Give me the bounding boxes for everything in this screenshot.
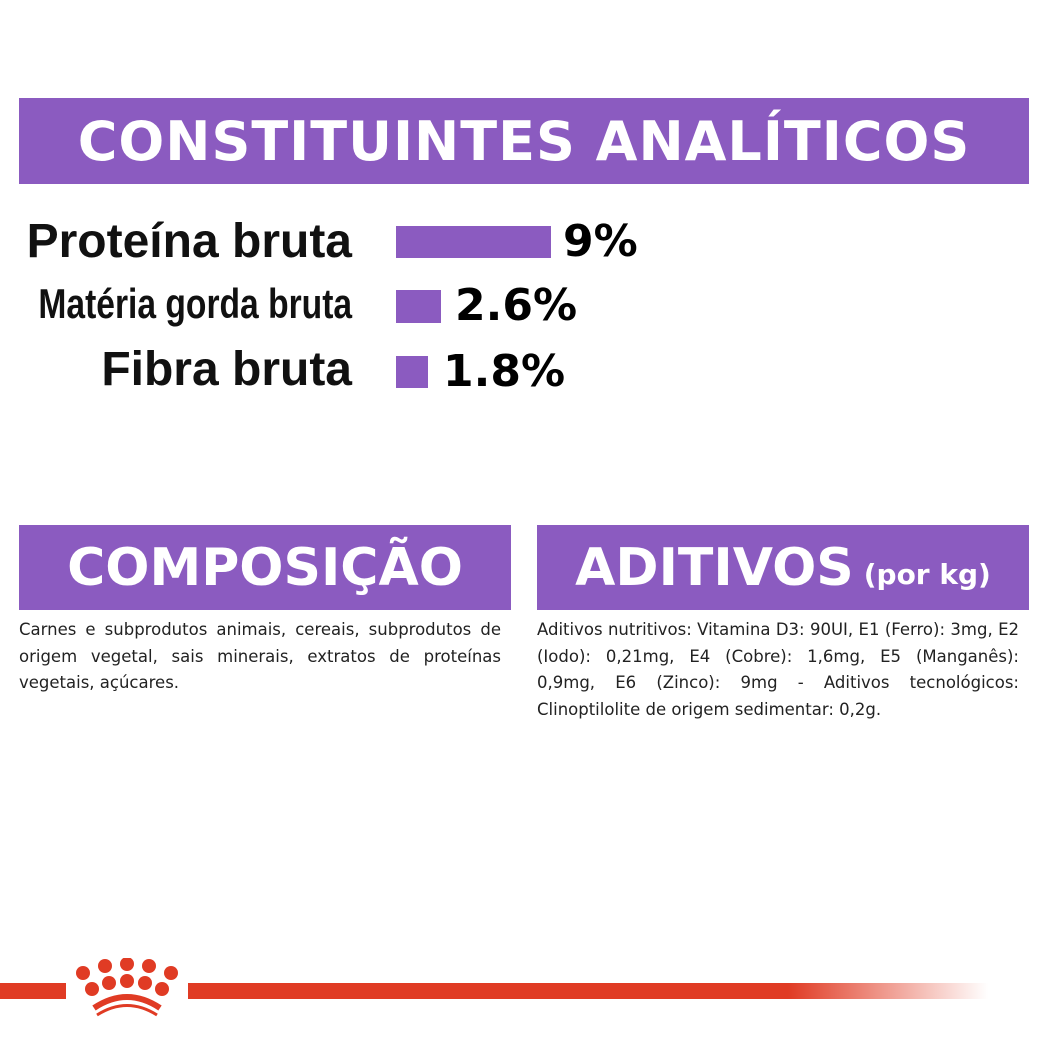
additives-text: Aditivos nutritivos: Vitamina D3: 90UI, …: [537, 620, 1019, 719]
value-protein: 9%: [563, 216, 638, 267]
value-fat: 2.6%: [455, 280, 578, 331]
composition-text: Carnes e subprodutos animais, cereais, s…: [19, 620, 501, 692]
additives-title: ADITIVOS: [575, 537, 854, 598]
royal-canin-crown-icon: [76, 958, 178, 1017]
row-label-fat: Matéria gorda bruta: [38, 280, 352, 327]
brand-stripe-left: [0, 983, 66, 999]
brand-stripe-right: [188, 983, 988, 999]
additives-header: ADITIVOS (por kg): [537, 525, 1029, 610]
additives-unit: (por kg): [863, 558, 991, 591]
composition-title: COMPOSIÇÃO: [19, 525, 511, 610]
analytics-title: CONSTITUINTES ANALÍTICOS: [19, 98, 1029, 184]
row-label-fiber: Fibra bruta: [101, 343, 352, 396]
bar-protein: [396, 226, 551, 258]
value-fiber: 1.8%: [443, 346, 566, 397]
bar-fat: [396, 290, 441, 323]
row-label-protein: Proteína bruta: [26, 215, 352, 268]
bar-fiber: [396, 356, 428, 388]
